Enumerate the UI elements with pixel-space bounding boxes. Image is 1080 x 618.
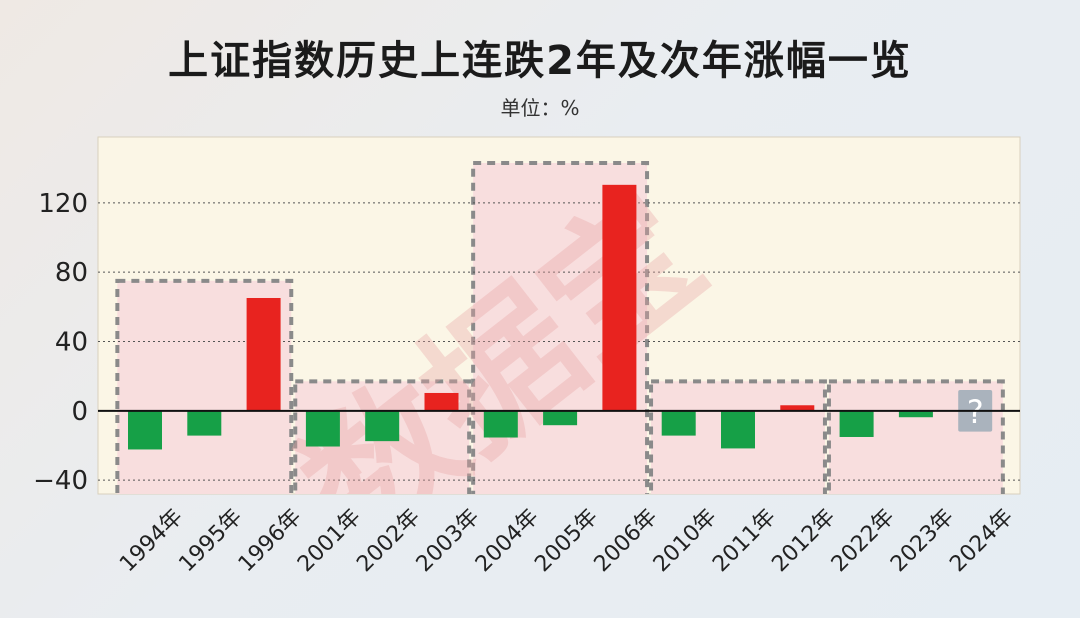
bar-2004年 xyxy=(483,410,518,438)
bar-2012年 xyxy=(780,405,815,411)
bar-2003年 xyxy=(424,392,459,411)
y-tick-label: 0 xyxy=(71,397,88,427)
bar-1996年 xyxy=(246,297,281,411)
x-tick-label: 1995年 xyxy=(174,504,247,577)
x-tick-label: 2005年 xyxy=(530,504,603,577)
x-tick-label: 2023年 xyxy=(886,504,959,577)
bar-2006年 xyxy=(602,184,637,411)
x-tick-label: 2011年 xyxy=(708,504,781,577)
x-tick-label: 2001年 xyxy=(293,504,366,577)
x-tick-label: 2022年 xyxy=(827,504,900,577)
x-tick-label: 2024年 xyxy=(945,504,1018,577)
chart-title: 上证指数历史上连跌2年及次年涨幅一览 xyxy=(168,38,912,84)
x-tick-label: 1994年 xyxy=(115,504,188,577)
bar-2005年 xyxy=(543,410,578,426)
y-tick-label: 120 xyxy=(38,189,88,219)
bar-2011年 xyxy=(721,410,755,449)
x-tick-label: 2003年 xyxy=(412,504,485,577)
bar-2010年 xyxy=(661,410,696,436)
plot-content: 数据宝? xyxy=(98,160,1020,494)
y-tick-label: 80 xyxy=(55,258,88,288)
x-tick-label: 2010年 xyxy=(649,504,722,577)
bar-1995年 xyxy=(187,410,222,436)
y-tick-label: 40 xyxy=(55,327,88,357)
x-tick-label: 2002年 xyxy=(352,504,425,577)
bar-2022年 xyxy=(839,410,874,437)
x-tick-label: 2012年 xyxy=(767,504,840,577)
x-tick-label: 2004年 xyxy=(471,504,544,577)
x-tick-label: 1996年 xyxy=(234,504,307,577)
bar-2023年 xyxy=(898,410,933,418)
bar-1994年 xyxy=(128,410,162,450)
bar-2001年 xyxy=(305,410,340,447)
y-tick-label: −40 xyxy=(33,466,88,496)
x-tick-label: 2006年 xyxy=(590,504,663,577)
unit-label: 单位：% xyxy=(500,96,580,120)
bar-2002年 xyxy=(365,410,400,442)
